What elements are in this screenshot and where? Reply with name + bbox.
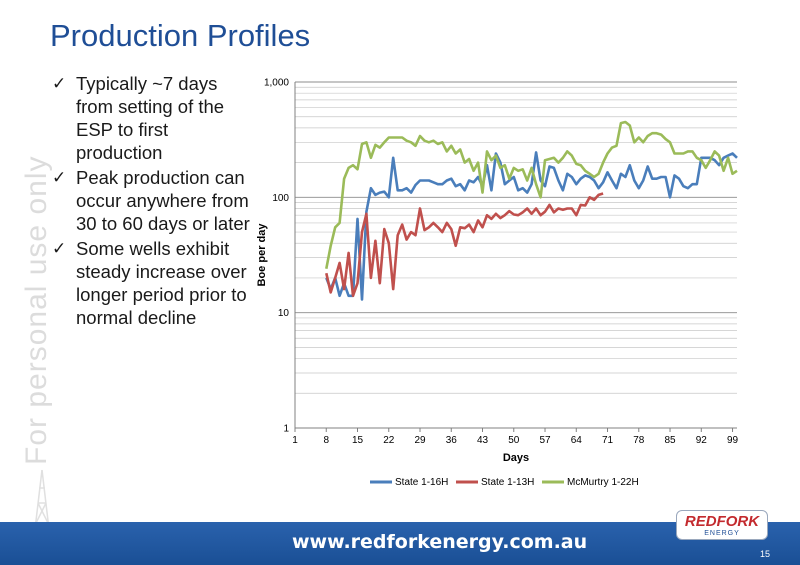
bullet-list: ✓ Typically ~7 days from setting of the … xyxy=(52,72,252,331)
slide-title: Production Profiles xyxy=(50,18,311,53)
x-axis-title: Days xyxy=(503,452,529,464)
x-tick-label: 8 xyxy=(323,435,329,446)
x-tick-label: 71 xyxy=(602,435,614,446)
production-chart: 1 10 100 1,000 1 8 15 22 29 36 43 50 57 64 71 78 85 92 99 D… xyxy=(256,78,739,489)
x-tick-label: 57 xyxy=(539,435,551,446)
series-line-2 xyxy=(325,192,604,298)
checkmark-icon: ✓ xyxy=(52,168,67,187)
checkmark-icon: ✓ xyxy=(52,74,67,93)
bullet-text: Some wells exhibit steady increase over … xyxy=(76,238,247,328)
bullet-item: ✓ Typically ~7 days from setting of the … xyxy=(52,72,252,164)
x-tick-label: 15 xyxy=(352,435,364,446)
bullet-text: Typically ~7 days from setting of the ES… xyxy=(76,73,225,163)
x-tick-label: 36 xyxy=(446,435,458,446)
y-tick-label: 100 xyxy=(272,193,289,204)
x-tick-label: 1 xyxy=(292,435,298,446)
x-tick-label: 29 xyxy=(414,435,426,446)
logo-wordmark: REDFORK xyxy=(684,513,760,530)
page-number: 15 xyxy=(760,549,771,559)
x-tick-label: 50 xyxy=(508,435,520,446)
bullet-item: ✓ Peak production can occur anywhere fro… xyxy=(52,166,252,235)
x-tick-label: 43 xyxy=(477,435,489,446)
footer-url: www.redforkenergy.com.au xyxy=(292,531,588,553)
x-tick-label: 78 xyxy=(633,435,645,446)
x-tick-label: 64 xyxy=(571,435,583,446)
x-tick-label: 85 xyxy=(664,435,676,446)
watermark-text: For personal use only xyxy=(20,155,53,466)
checkmark-icon: ✓ xyxy=(52,239,67,258)
y-tick-label: 10 xyxy=(278,308,290,319)
y-axis-title: Boe per day xyxy=(256,223,268,287)
y-tick-label: 1 xyxy=(283,424,289,435)
x-tick-label: 92 xyxy=(696,435,708,446)
series-line-1 xyxy=(325,151,738,301)
x-tick-label: 99 xyxy=(727,435,739,446)
x-tick-label: 22 xyxy=(383,435,395,446)
bullet-item: ✓ Some wells exhibit steady increase ove… xyxy=(52,237,252,329)
series-line-3 xyxy=(325,120,738,270)
y-tick-label: 1,000 xyxy=(264,78,289,89)
legend-label: State 1-13H xyxy=(481,477,534,488)
footer-bar xyxy=(0,522,800,565)
legend-label: McMurtry 1-22H xyxy=(567,477,639,488)
legend-label: State 1-16H xyxy=(395,477,448,488)
logo-subtext: ENERGY xyxy=(704,530,740,537)
company-logo: REDFORK ENERGY xyxy=(676,510,768,540)
bullet-text: Peak production can occur anywhere from … xyxy=(76,167,250,234)
